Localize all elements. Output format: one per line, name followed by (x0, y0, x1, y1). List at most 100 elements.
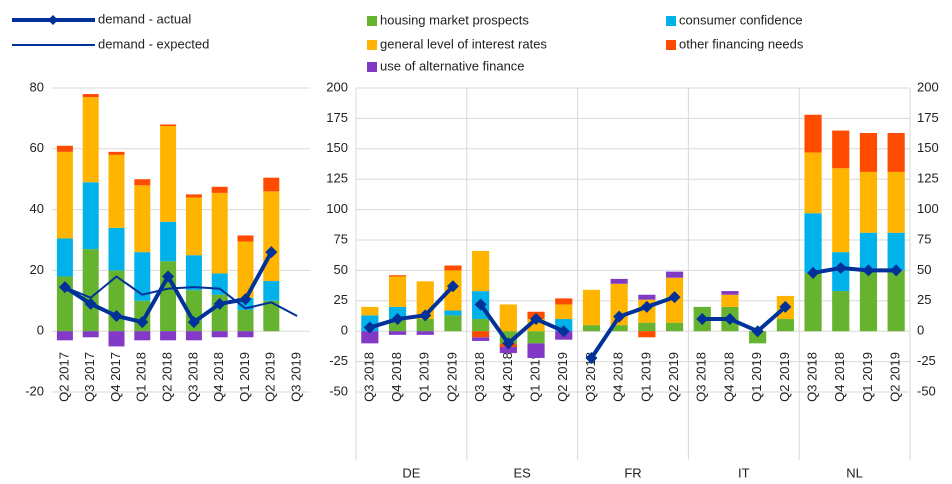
bar-segment (527, 343, 545, 358)
group-label: DE (402, 465, 420, 480)
x-tick-label: Q4 2018 (500, 352, 515, 402)
legend-marker (48, 15, 58, 25)
x-tick-label: Q1 2019 (638, 352, 653, 402)
bar-segment (832, 130, 850, 169)
bar-segment (859, 270, 878, 332)
y-tick-label: 50 (917, 262, 931, 277)
bar-segment (388, 276, 407, 307)
bar-segment (444, 315, 462, 332)
bar-segment (82, 94, 99, 98)
bar-segment (859, 171, 878, 233)
bar-segment (887, 132, 905, 172)
bar-segment (185, 331, 202, 341)
bar-segment (160, 126, 177, 222)
y-tick-label: 0 (917, 323, 924, 338)
bar-segment (665, 271, 684, 278)
bar-segment (472, 331, 490, 338)
line-marker (807, 266, 820, 279)
y-tick-label: 175 (326, 110, 348, 125)
legend-label: housing market prospects (380, 12, 529, 27)
legend-swatch (666, 40, 676, 50)
bar-segment (499, 347, 517, 354)
line-marker (213, 297, 226, 310)
bar-segment (211, 186, 228, 193)
line (702, 305, 787, 334)
y-tick-label: -20 (25, 383, 44, 398)
line-marker (530, 313, 543, 326)
line-marker (890, 264, 903, 277)
x-tick-label: Q3 2017 (82, 352, 97, 402)
x-tick-label: Q3 2018 (804, 352, 819, 402)
group-label: ES (514, 465, 532, 480)
x-tick-label: Q3 2018 (583, 352, 598, 402)
bar-segment (859, 232, 878, 271)
bar-segment (211, 273, 228, 295)
line-marker (585, 351, 598, 364)
x-tick-label: Q4 2018 (721, 352, 736, 402)
y-tick-label: 0 (341, 323, 348, 338)
legend-swatch (367, 16, 377, 26)
bar-segment (610, 278, 628, 284)
bar-segment (832, 291, 850, 332)
line-marker (779, 300, 792, 313)
x-tick-label: Q2 2019 (666, 352, 681, 402)
bar-segment (416, 319, 434, 332)
bar-segment (555, 304, 573, 320)
bar-segment (638, 331, 656, 338)
bar-segment (160, 331, 177, 341)
bar-segment (56, 238, 73, 277)
line-marker (363, 321, 376, 334)
y-tick-label: 150 (917, 140, 939, 155)
bar-segment (638, 322, 656, 332)
bar-segment (82, 182, 99, 250)
bar-segment (134, 185, 151, 253)
line-marker (557, 325, 570, 338)
y-tick-label: -50 (917, 383, 936, 398)
line-marker (419, 309, 432, 322)
bar-segment (263, 177, 280, 192)
bar-segment (776, 319, 794, 332)
bar-segment (388, 306, 407, 320)
bar-segment (582, 289, 601, 326)
y-tick-label: 125 (917, 171, 939, 186)
x-tick-label: Q3 2018 (361, 352, 376, 402)
y-tick-label: -25 (329, 353, 348, 368)
bar-segment (804, 213, 822, 273)
legend-swatch (367, 40, 377, 50)
bar-segment (211, 331, 228, 338)
bar-segment (444, 265, 462, 271)
bar-segment (185, 255, 202, 291)
bar-segment (237, 331, 254, 338)
bar-segment (804, 114, 822, 153)
bar-segment (237, 241, 254, 298)
bar-segment (108, 154, 125, 228)
bar-segment (887, 270, 905, 332)
y-tick-label: -50 (329, 383, 348, 398)
bar-segment (82, 97, 99, 183)
x-tick-label: Q4 2018 (389, 352, 404, 402)
legend-swatch (367, 62, 377, 72)
line-marker (696, 313, 709, 326)
bar-segment (887, 171, 905, 233)
legend-swatch (666, 16, 676, 26)
bar-segment (263, 281, 280, 301)
line-marker (751, 325, 764, 338)
bar-segment (887, 232, 905, 271)
y-tick-label: -25 (917, 353, 936, 368)
bar-segment (160, 261, 177, 332)
group-label: FR (624, 465, 641, 480)
bar-segment (263, 300, 280, 332)
x-tick-label: Q4 2018 (211, 352, 226, 402)
x-tick-label: Q2 2019 (263, 352, 278, 402)
bar-segment (721, 294, 739, 307)
x-tick-label: Q2 2019 (444, 352, 459, 402)
bar-segment (638, 294, 656, 300)
y-tick-label: 100 (917, 201, 939, 216)
bar-segment (108, 227, 125, 271)
group-label: NL (846, 465, 863, 480)
bar-segment (444, 310, 462, 316)
bar-segment (610, 325, 628, 332)
x-tick-label: Q3 2018 (472, 352, 487, 402)
bar-segment (388, 275, 407, 277)
